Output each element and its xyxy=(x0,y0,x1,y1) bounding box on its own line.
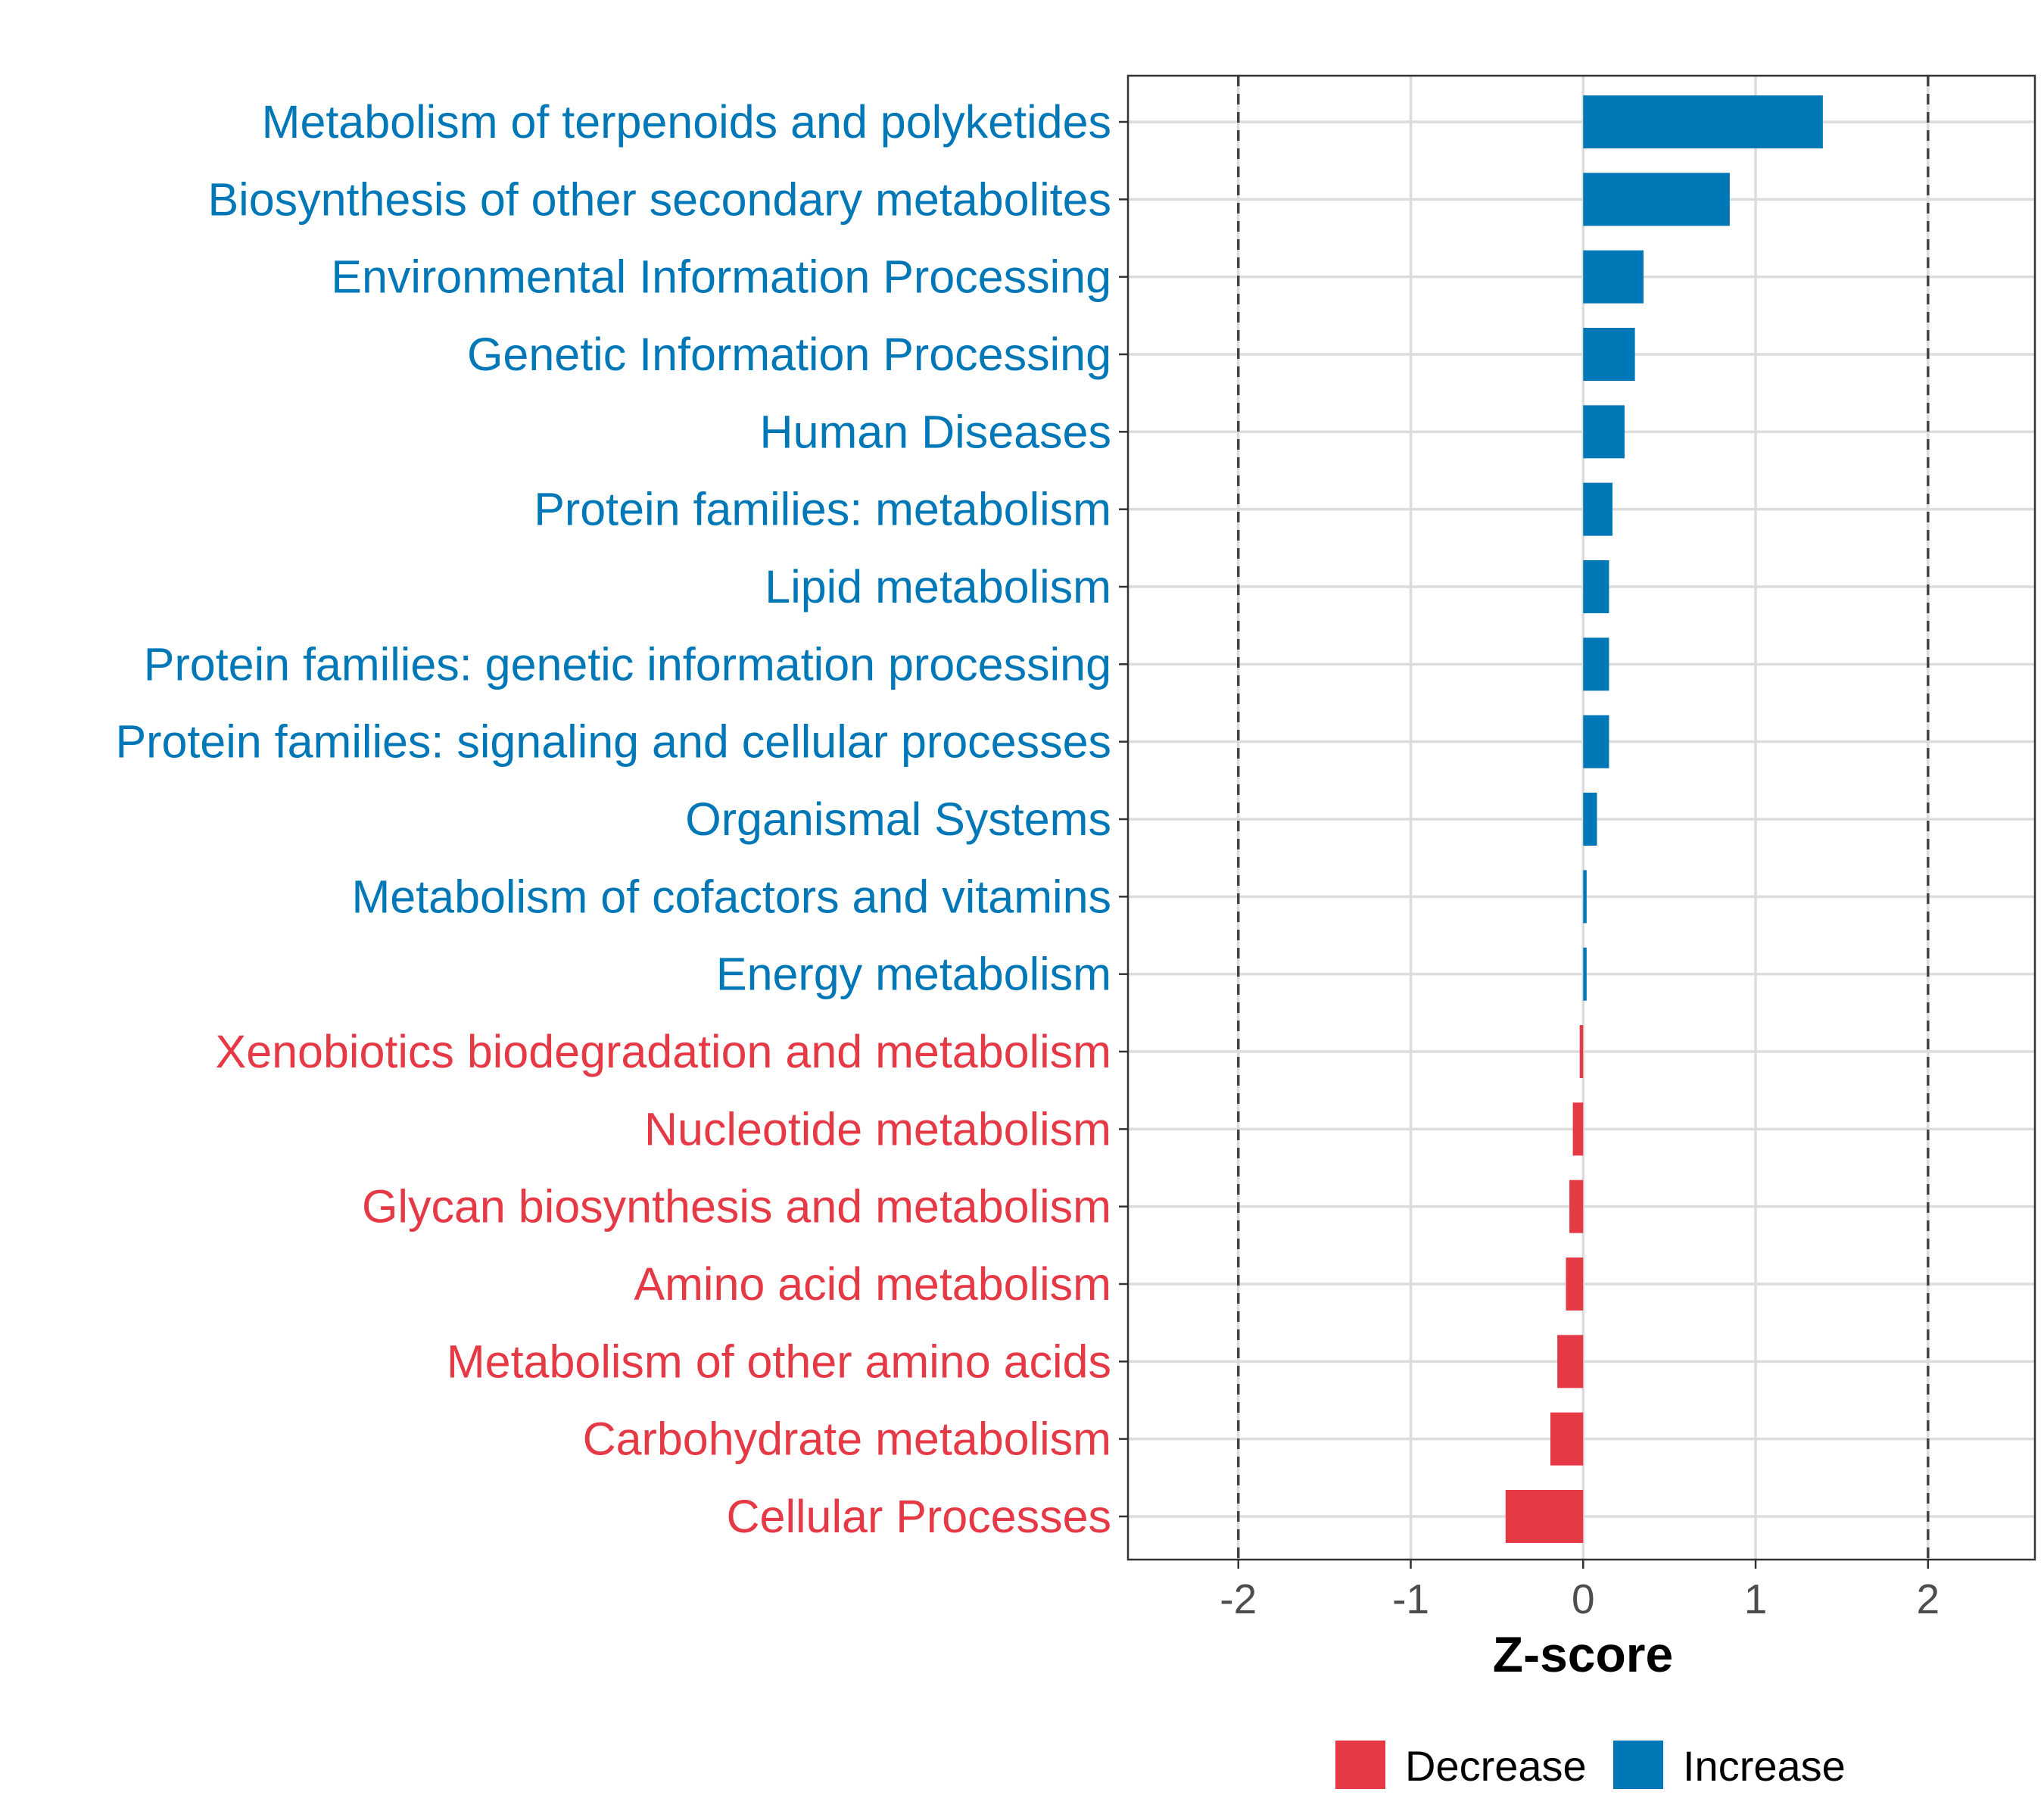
panel-border xyxy=(1126,74,2036,1561)
bar xyxy=(1583,560,1609,613)
category-label: Biosynthesis of other secondary metaboli… xyxy=(207,173,1111,225)
category-label: Cellular Processes xyxy=(726,1491,1111,1542)
legend-label-increase: Increase xyxy=(1683,1742,1846,1790)
category-label: Genetic Information Processing xyxy=(467,329,1111,380)
x-axis-title: Z-score xyxy=(1493,1626,1673,1682)
bar xyxy=(1583,95,1823,148)
bar xyxy=(1583,482,1612,536)
category-label: Carbohydrate metabolism xyxy=(583,1413,1111,1465)
bar xyxy=(1579,1025,1584,1078)
category-label: Nucleotide metabolism xyxy=(644,1103,1111,1155)
x-tick-label: 2 xyxy=(1916,1575,1940,1622)
category-label: Environmental Information Processing xyxy=(331,251,1111,303)
bar xyxy=(1583,947,1587,1001)
category-label: Metabolism of other amino acids xyxy=(447,1335,1111,1387)
bar xyxy=(1566,1258,1584,1311)
category-label: Organismal Systems xyxy=(685,793,1111,845)
bars xyxy=(1505,95,1823,1543)
category-label: Glycan biosynthesis and metabolism xyxy=(362,1181,1111,1233)
bar xyxy=(1572,1102,1584,1156)
bar xyxy=(1583,173,1730,226)
bar xyxy=(1583,328,1635,381)
category-label: Human Diseases xyxy=(760,406,1111,457)
bar xyxy=(1583,793,1597,846)
x-tick-label: -2 xyxy=(1220,1575,1257,1622)
category-label: Lipid metabolism xyxy=(765,561,1111,612)
category-label: Protein families: genetic information pr… xyxy=(144,638,1111,690)
category-label: Metabolism of cofactors and vitamins xyxy=(351,871,1111,922)
category-label: Amino acid metabolism xyxy=(634,1258,1111,1310)
legend-swatch-increase xyxy=(1613,1741,1663,1789)
legend-swatch-decrease xyxy=(1335,1741,1385,1789)
bar xyxy=(1569,1180,1584,1233)
category-label: Xenobiotics biodegradation and metabolis… xyxy=(216,1026,1111,1077)
bar xyxy=(1583,250,1644,304)
x-tick-label: -1 xyxy=(1392,1575,1429,1622)
x-axis-ticks: -2 -1 0 1 2 xyxy=(1220,1560,1940,1622)
bar xyxy=(1583,715,1609,768)
bar xyxy=(1550,1412,1584,1466)
bar xyxy=(1583,870,1587,924)
bar xyxy=(1557,1335,1584,1388)
bar xyxy=(1505,1490,1584,1543)
category-labels: Metabolism of terpenoids and polyketides… xyxy=(115,96,1128,1542)
bar xyxy=(1583,637,1609,691)
x-tick-label: 0 xyxy=(1572,1575,1595,1622)
legend-label-decrease: Decrease xyxy=(1405,1742,1587,1790)
category-label: Energy metabolism xyxy=(716,949,1111,1000)
legend: Decrease Increase xyxy=(1335,1741,1846,1790)
category-label: Protein families: signaling and cellular… xyxy=(115,716,1111,768)
bar xyxy=(1583,405,1625,459)
reference-lines xyxy=(1237,76,1930,1560)
category-label: Metabolism of terpenoids and polyketides xyxy=(262,96,1111,148)
x-tick-label: 1 xyxy=(1744,1575,1768,1622)
category-label: Protein families: metabolism xyxy=(534,484,1111,535)
